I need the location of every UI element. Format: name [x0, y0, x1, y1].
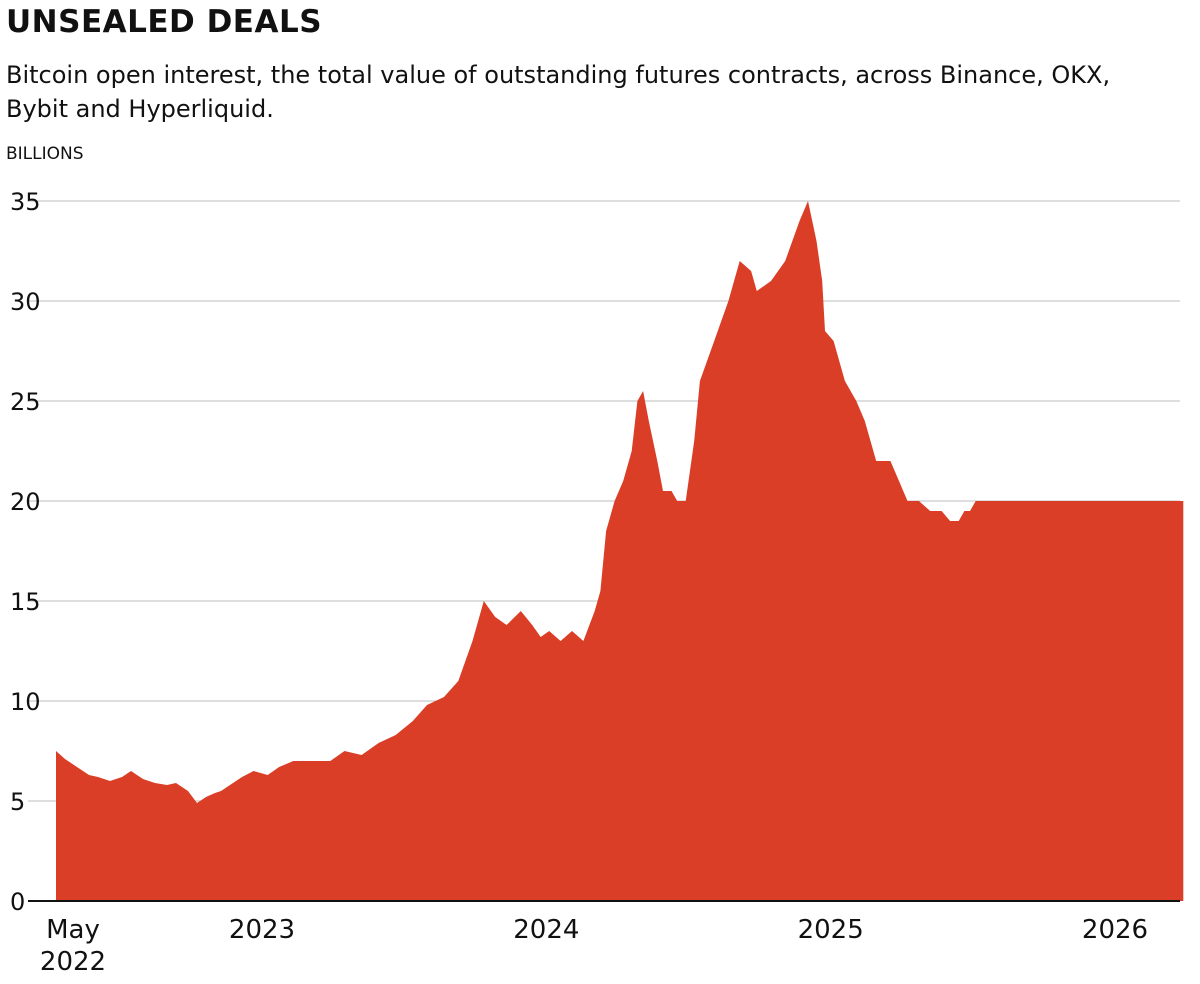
x-tick-label-may: May [46, 915, 100, 945]
area-series [56, 201, 1184, 901]
y-tick-labels: 0 5 10 15 20 25 30 35 [10, 188, 41, 916]
y-tick-label-15: 15 [10, 588, 41, 616]
y-tick-label-35: 35 [10, 188, 41, 216]
y-tick-label-25: 25 [10, 388, 41, 416]
x-tick-label-2023: 2023 [229, 915, 295, 945]
x-tick-label-2025: 2025 [798, 915, 864, 945]
y-tick-label-20: 20 [10, 488, 41, 516]
y-tick-label-10: 10 [10, 688, 41, 716]
y-axis-unit-label: BILLIONS [6, 144, 84, 164]
x-tick-label-2026: 2026 [1082, 915, 1148, 945]
y-tick-label-5: 5 [10, 788, 25, 816]
chart-title: UNSEALED DEALS [6, 4, 323, 40]
chart-subtitle: Bitcoin open interest, the total value o… [6, 61, 1111, 123]
y-tick-label-0: 0 [10, 888, 25, 916]
x-tick-label-2024: 2024 [513, 915, 579, 945]
y-tick-label-30: 30 [10, 288, 41, 316]
open-interest-area [56, 201, 1184, 901]
x-tick-label-2022: 2022 [40, 947, 106, 977]
